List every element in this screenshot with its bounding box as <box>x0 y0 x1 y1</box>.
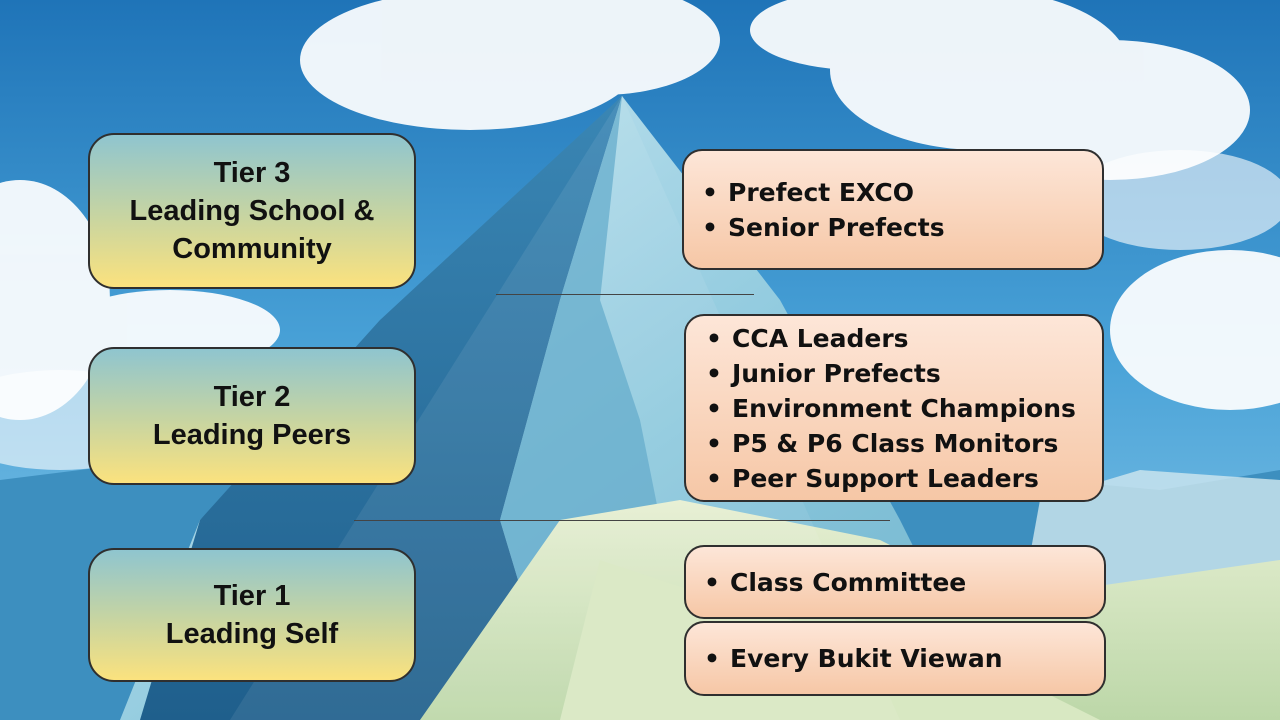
tier-3-box: Tier 3 Leading School & Community <box>88 133 416 289</box>
role-item: CCA Leaders <box>704 321 1086 356</box>
role-item: P5 & P6 Class Monitors <box>704 426 1086 461</box>
tier-1-title: Tier 1 <box>213 580 291 612</box>
tier-2-subtitle: Leading Peers <box>152 419 352 451</box>
role-item: Senior Prefects <box>700 210 1086 245</box>
tier-2-title: Tier 2 <box>213 381 291 413</box>
tier3-divider-line <box>496 294 754 295</box>
role-item: Class Committee <box>702 565 1088 600</box>
tier-3-subtitle-line1: Leading School & <box>129 195 375 227</box>
tier-1-subtitle: Leading Self <box>165 618 339 650</box>
tier-1-roles-box-class-committee: Class Committee <box>684 545 1106 619</box>
role-item: Prefect EXCO <box>700 175 1086 210</box>
role-item: Environment Champions <box>704 391 1086 426</box>
tier2-divider-line <box>354 520 890 521</box>
role-item: Junior Prefects <box>704 356 1086 391</box>
role-item: Every Bukit Viewan <box>702 641 1088 676</box>
tier-1-roles-box-every-bukit-viewan: Every Bukit Viewan <box>684 621 1106 696</box>
tier-3-subtitle-line2: Community <box>172 233 332 265</box>
tier-2-box: Tier 2 Leading Peers <box>88 347 416 485</box>
tier-2-roles-box: CCA Leaders Junior Prefects Environment … <box>684 314 1104 502</box>
tier-3-roles-box: Prefect EXCO Senior Prefects <box>682 149 1104 270</box>
role-item: Peer Support Leaders <box>704 461 1086 496</box>
tier-3-title: Tier 3 <box>213 157 291 189</box>
tier-1-box: Tier 1 Leading Self <box>88 548 416 682</box>
